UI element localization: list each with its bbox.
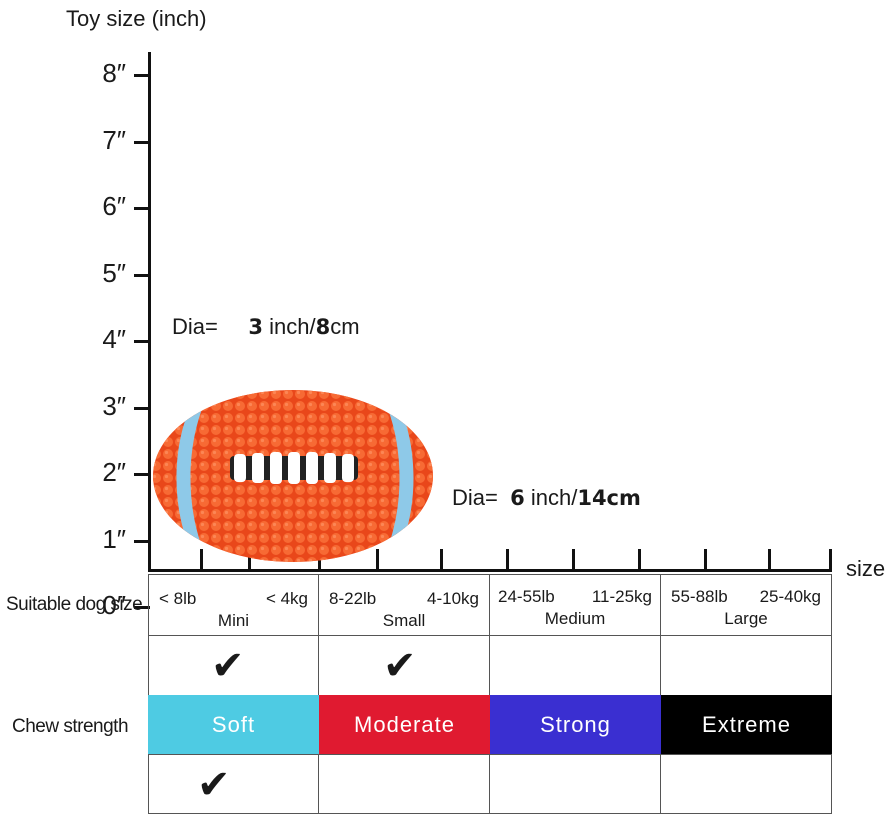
axis-title: Toy size (inch) xyxy=(66,6,207,31)
x-tick xyxy=(829,549,832,569)
x-tick xyxy=(248,557,251,569)
x-tick xyxy=(768,549,771,569)
size-check-cell-small: ✔ xyxy=(318,635,490,696)
x-axis-line xyxy=(148,569,832,572)
dimension-prefix: Dia= xyxy=(452,485,498,510)
strength-label: Moderate xyxy=(354,712,455,737)
size-cell-small: 8-22lb 4-10kg Small xyxy=(318,574,490,636)
ball-stripe-left xyxy=(176,404,204,552)
x-tick xyxy=(200,549,203,569)
row-label-chew-strength: Chew strength xyxy=(12,716,129,737)
size-name: Small xyxy=(382,611,426,630)
weight-kg: 4-10kg xyxy=(427,589,479,608)
strength-check-cell-moderate xyxy=(318,754,490,814)
y-tick xyxy=(134,340,150,343)
size-name: Medium xyxy=(544,609,606,628)
size-cell-large: 55-88lb 25-40kg Large xyxy=(660,574,832,636)
y-tick xyxy=(134,473,150,476)
weight-lb: 24-55lb xyxy=(498,587,555,606)
x-axis-label: size xyxy=(846,556,886,581)
weight-lb: 8-22lb xyxy=(329,589,377,608)
dimension-unit-cm: cm xyxy=(330,314,360,339)
strength-label: Soft xyxy=(211,712,256,737)
checkmark-icon: ✔ xyxy=(383,644,417,688)
size-check-cell-mini: ✔ xyxy=(148,635,319,696)
strength-check-cell-extreme xyxy=(660,754,832,814)
ball-stripe-right xyxy=(386,404,414,552)
weight-kg: < 4kg xyxy=(265,589,308,608)
chew-strength-strong: Strong xyxy=(490,695,661,755)
size-check-cell-medium xyxy=(489,635,661,696)
dimension-value: 6 xyxy=(510,486,525,510)
y-tick xyxy=(134,606,150,609)
chew-strength-soft: Soft xyxy=(148,695,319,755)
x-tick xyxy=(704,549,707,569)
y-tick-label: 4″ xyxy=(102,324,126,354)
x-tick xyxy=(440,549,443,569)
checkmark-icon: ✔ xyxy=(211,644,245,688)
y-tick-label: 6″ xyxy=(102,191,126,221)
y-tick xyxy=(134,74,150,77)
size-table: < 8lb < 4kg Mini 8-22lb 4-10kg Small 24-55… xyxy=(148,574,832,814)
y-tick-label: 0″ xyxy=(102,590,126,620)
dimension-unit: inch/ xyxy=(530,485,578,510)
y-tick-label: 3″ xyxy=(102,390,126,421)
y-tick xyxy=(134,539,150,543)
y-axis-line xyxy=(148,52,151,572)
dimension-value: 3 xyxy=(248,315,264,339)
size-cell-mini: < 8lb < 4kg Mini xyxy=(148,574,319,636)
x-tick xyxy=(376,549,379,569)
y-tick-label: 1″ xyxy=(102,523,126,554)
x-tick xyxy=(638,549,641,569)
height-dimension-label: Dia= 3 inch/8cm xyxy=(172,314,360,340)
chew-strength-extreme: Extreme xyxy=(661,695,832,755)
chew-strength-moderate: Moderate xyxy=(319,695,490,755)
x-tick xyxy=(506,549,509,569)
checkmark-icon: ✔ xyxy=(197,763,231,807)
y-tick-label: 2″ xyxy=(102,457,126,487)
strength-check-cell-strong xyxy=(489,754,661,814)
y-tick-label: 8″ xyxy=(102,58,126,88)
strength-check-cell-soft: ✔ xyxy=(148,754,319,814)
strength-label: Extreme xyxy=(702,712,791,737)
weight-kg: 11-25kg xyxy=(591,587,652,606)
y-tick xyxy=(134,273,150,277)
size-cell-medium: 24-55lb 11-25kg Medium xyxy=(489,574,661,636)
size-name: Mini xyxy=(217,611,250,630)
y-tick-label: 5″ xyxy=(102,257,126,288)
dimension-value-cm: 8 xyxy=(315,315,331,339)
dimension-unit: inch/ xyxy=(269,314,316,339)
size-name: Large xyxy=(724,609,768,628)
y-tick xyxy=(134,140,150,144)
x-tick xyxy=(572,549,575,569)
length-dimension-label: Dia= 6 inch/14cm xyxy=(452,485,641,511)
row-label-dog-size: Suitable dog size xyxy=(6,594,143,615)
dimension-prefix: Dia= xyxy=(172,314,218,339)
ball-laces xyxy=(230,452,358,484)
y-tick xyxy=(134,207,150,210)
weight-lb: < 8lb xyxy=(159,589,197,608)
y-tick-label: 7″ xyxy=(102,124,126,155)
strength-label: Strong xyxy=(540,712,611,737)
dimension-value-cm: 14cm xyxy=(577,486,641,510)
football-toy-image xyxy=(153,390,433,562)
weight-lb: 55-88lb xyxy=(671,587,728,606)
y-tick xyxy=(134,406,150,410)
size-check-cell-large xyxy=(660,635,832,696)
weight-kg: 25-40kg xyxy=(759,587,821,606)
